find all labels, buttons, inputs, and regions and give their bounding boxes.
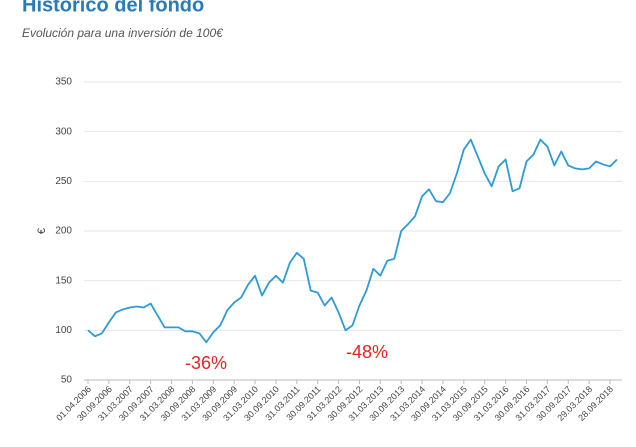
y-tick-label: 200 xyxy=(55,226,72,237)
annotation: -48% xyxy=(346,342,388,362)
y-tick-label: 350 xyxy=(55,77,72,88)
y-tick-label: 50 xyxy=(61,375,73,386)
y-tick-label: 100 xyxy=(55,325,72,336)
annotation: -36% xyxy=(185,353,227,373)
chart-subtitle: Evolución para una inversión de 100€ xyxy=(22,26,224,40)
y-axis-label: € xyxy=(36,228,48,234)
y-tick-label: 300 xyxy=(55,126,72,137)
y-tick-label: 250 xyxy=(55,176,72,187)
y-tick-label: 150 xyxy=(55,275,72,286)
chart-title: Histórico del fondo xyxy=(22,0,204,16)
line-series xyxy=(87,138,618,344)
